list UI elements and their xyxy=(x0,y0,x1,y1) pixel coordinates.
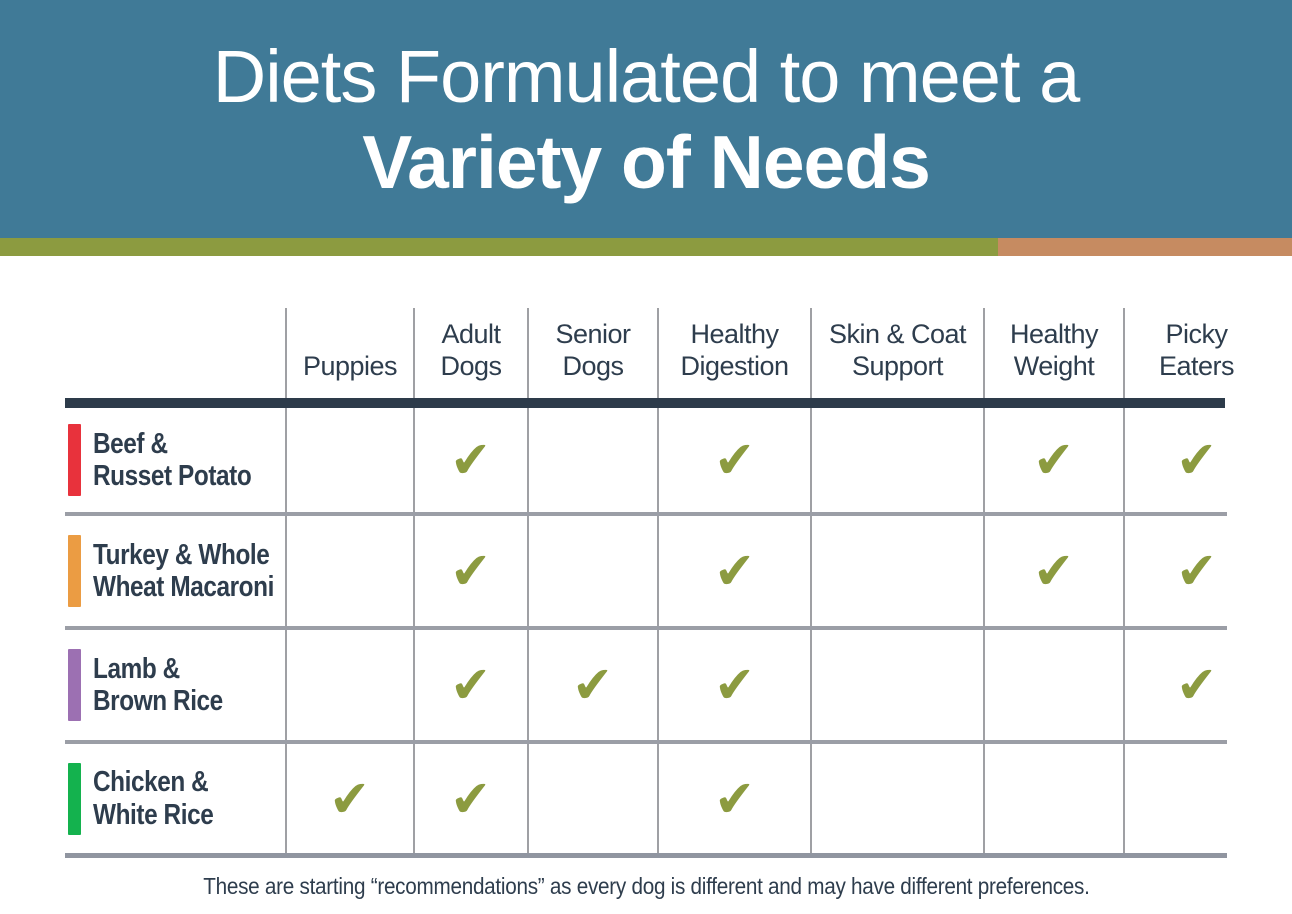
check-icon: ✔ xyxy=(1174,429,1219,491)
row-label-cell: Beef & Russet Potato xyxy=(65,408,285,512)
cell-1-1 xyxy=(285,408,413,512)
column-header-label: Picky Eaters xyxy=(1158,319,1235,381)
check-icon: ✔ xyxy=(712,654,757,716)
column-header-adult-dogs: Adult Dogs xyxy=(413,308,527,398)
check-icon: ✔ xyxy=(448,654,494,716)
column-header-label: Healthy Weight xyxy=(1009,319,1099,381)
row-accent-bar xyxy=(68,649,81,721)
row-accent-bar xyxy=(68,535,81,607)
cell-2-1 xyxy=(285,516,413,626)
cell-1-4: ✔ xyxy=(657,408,810,512)
row-label: Beef & Russet Potato xyxy=(93,427,252,492)
row-accent-bar xyxy=(68,424,81,496)
column-header-label: Adult Dogs xyxy=(440,319,502,381)
page-title-line-1: Diets Formulated to meet a xyxy=(212,35,1080,119)
diet-needs-grid: Puppies Adult Dogs Senior Dogs Healthy Digesti… xyxy=(65,308,1268,858)
check-icon: ✔ xyxy=(712,768,757,829)
accent-divider xyxy=(0,238,1292,256)
check-icon: ✔ xyxy=(327,768,373,829)
column-header-label: Healthy Digestion xyxy=(680,319,789,381)
footer-note: These are starting “recommendations” as … xyxy=(202,873,1090,899)
cell-3-4: ✔ xyxy=(657,630,810,740)
cell-1-7: ✔ xyxy=(1123,408,1268,512)
cell-3-3: ✔ xyxy=(527,630,657,740)
row-label-cell: Chicken & White Rice xyxy=(65,744,285,853)
check-icon: ✔ xyxy=(570,654,616,716)
table-corner-cell xyxy=(65,308,285,398)
cell-4-1: ✔ xyxy=(285,744,413,853)
row-divider xyxy=(65,626,1227,630)
cell-4-7 xyxy=(1123,744,1268,853)
row-label-cell: Turkey & Whole Wheat Macaroni xyxy=(65,516,285,626)
row-divider xyxy=(65,512,1227,516)
cell-1-6: ✔ xyxy=(983,408,1123,512)
footer: These are starting “recommendations” as … xyxy=(0,873,1292,900)
cell-3-5 xyxy=(810,630,983,740)
banner: Diets Formulated to meet a Variety of Ne… xyxy=(0,0,1292,238)
column-header-label: Skin & Coat Support xyxy=(828,319,967,381)
header-divider-bar xyxy=(65,398,1225,408)
check-icon: ✔ xyxy=(1031,429,1077,491)
row-label: Turkey & Whole Wheat Macaroni xyxy=(93,538,274,603)
cell-4-4: ✔ xyxy=(657,744,810,853)
column-header-healthy-digestion: Healthy Digestion xyxy=(657,308,810,398)
cell-2-2: ✔ xyxy=(413,516,527,626)
row-label: Chicken & White Rice xyxy=(93,766,214,831)
column-header-puppies: Puppies xyxy=(285,308,413,398)
cell-3-7: ✔ xyxy=(1123,630,1268,740)
column-header-senior-dogs: Senior Dogs xyxy=(527,308,657,398)
column-header-label: Senior Dogs xyxy=(555,319,631,381)
check-icon: ✔ xyxy=(448,768,494,829)
check-icon: ✔ xyxy=(448,429,494,491)
cell-2-4: ✔ xyxy=(657,516,810,626)
column-header-healthy-weight: Healthy Weight xyxy=(983,308,1123,398)
column-header-skin-coat-support: Skin & Coat Support xyxy=(810,308,983,398)
column-header-picky-eaters: Picky Eaters xyxy=(1123,308,1268,398)
check-icon: ✔ xyxy=(712,540,757,602)
cell-3-6 xyxy=(983,630,1123,740)
cell-2-7: ✔ xyxy=(1123,516,1268,626)
cell-4-2: ✔ xyxy=(413,744,527,853)
cell-1-5 xyxy=(810,408,983,512)
column-header-label: Puppies xyxy=(302,350,398,381)
cell-2-5 xyxy=(810,516,983,626)
diet-needs-table: Puppies Adult Dogs Senior Dogs Healthy Digesti… xyxy=(65,308,1268,858)
cell-2-3 xyxy=(527,516,657,626)
cell-3-1 xyxy=(285,630,413,740)
cell-4-5 xyxy=(810,744,983,853)
check-icon: ✔ xyxy=(712,429,757,491)
row-label: Lamb & Brown Rice xyxy=(93,652,223,717)
row-accent-bar xyxy=(68,762,81,835)
table-bottom-border xyxy=(65,853,1227,858)
check-icon: ✔ xyxy=(1174,540,1219,602)
row-divider xyxy=(65,740,1227,744)
cell-1-3 xyxy=(527,408,657,512)
accent-divider-right-segment xyxy=(998,238,1292,256)
row-label-cell: Lamb & Brown Rice xyxy=(65,630,285,740)
cell-2-6: ✔ xyxy=(983,516,1123,626)
check-icon: ✔ xyxy=(1174,654,1219,716)
check-icon: ✔ xyxy=(1031,540,1077,602)
cell-4-6 xyxy=(983,744,1123,853)
accent-divider-left-segment xyxy=(0,238,998,256)
cell-4-3 xyxy=(527,744,657,853)
cell-1-2: ✔ xyxy=(413,408,527,512)
cell-3-2: ✔ xyxy=(413,630,527,740)
page-title-line-2: Variety of Needs xyxy=(362,119,931,204)
check-icon: ✔ xyxy=(448,540,494,602)
